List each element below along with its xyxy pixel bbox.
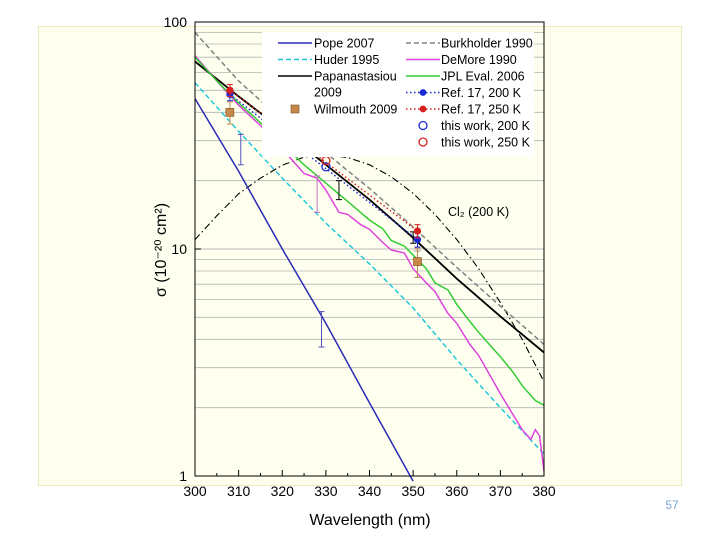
- series-line-pope-2007: [194, 98, 414, 482]
- legend-background: [262, 32, 534, 157]
- x-tick-label-310: 310: [227, 483, 251, 499]
- reference-curve-label: Cl₂ (200 K): [448, 205, 509, 219]
- point-ref-17-250-k: [413, 227, 422, 235]
- x-tick-label-370: 370: [489, 483, 513, 499]
- legend-label-huder-1995: Huder 1995: [314, 53, 379, 67]
- point-wilmouth-2009: [413, 257, 422, 266]
- legend-label-jpl-eval-2006: JPL Eval. 2006: [441, 70, 525, 84]
- reference-curve-cl2: [194, 154, 545, 383]
- series-line-huder-1995: [194, 82, 545, 455]
- series-line-demore-1990: [194, 55, 545, 472]
- y-tick-label-10: 10: [171, 241, 187, 257]
- x-tick-label-300: 300: [183, 483, 207, 499]
- x-tick-label-360: 360: [445, 483, 469, 499]
- x-tick-label-350: 350: [401, 483, 425, 499]
- legend-marker-this-work-250-k: [418, 137, 428, 147]
- legend-marker-ref-17-200-k: [419, 89, 427, 96]
- y-axis-label: σ (10⁻²⁰ cm²): [153, 203, 170, 297]
- point-wilmouth-2009: [225, 108, 235, 117]
- axis-ticks: 300 310 320 330 340 350 360 370 380 1 10 100: [164, 14, 556, 499]
- series-line-ref-17-250-k: [229, 89, 418, 232]
- x-tick-label-380: 380: [532, 483, 556, 499]
- legend-label-ref-17-200-k: Ref. 17, 200 K: [441, 86, 522, 100]
- legend-label-ref-17-250-k: Ref. 17, 250 K: [441, 103, 522, 117]
- legend-label-papanastasiou-2009: Papanastasiou 2009: [314, 70, 397, 100]
- y-tick-label-1: 1: [179, 468, 187, 484]
- series-layer: [194, 31, 545, 482]
- x-tick-label-330: 330: [314, 483, 338, 499]
- legend-label-wilmouth-2009: Wilmouth 2009: [314, 103, 397, 117]
- legend-marker-ref-17-250-k: [419, 105, 427, 113]
- legend-marker-this-work-200-k: [418, 120, 428, 131]
- legend-label-demore-1990: DeMore 1990: [441, 53, 517, 67]
- legend-marker-wilmouth-2009: [290, 104, 300, 114]
- x-tick-label-340: 340: [358, 483, 382, 499]
- marker-layer: [225, 84, 422, 348]
- point-ref-17-250-k: [226, 86, 234, 94]
- y-tick-label-100: 100: [164, 14, 188, 30]
- legend-label-burkholder-1990: Burkholder 1990: [441, 37, 533, 51]
- series-line-burkholder-1990: [194, 31, 545, 345]
- x-axis-label: Wavelength (nm): [309, 512, 430, 529]
- point-this-work-200-k: [321, 162, 331, 172]
- legend: Pope 2007 Huder 1995 Papanastasiou 2009 Wilm…: [262, 32, 534, 157]
- page-number: 57: [665, 498, 679, 512]
- legend-label-this-work-250-k: this work, 250 K: [441, 136, 531, 150]
- legend-label-this-work-200-k: this work, 200 K: [441, 119, 531, 133]
- legend-label-pope-2007: Pope 2007: [314, 37, 375, 51]
- x-tick-label-320: 320: [271, 483, 295, 499]
